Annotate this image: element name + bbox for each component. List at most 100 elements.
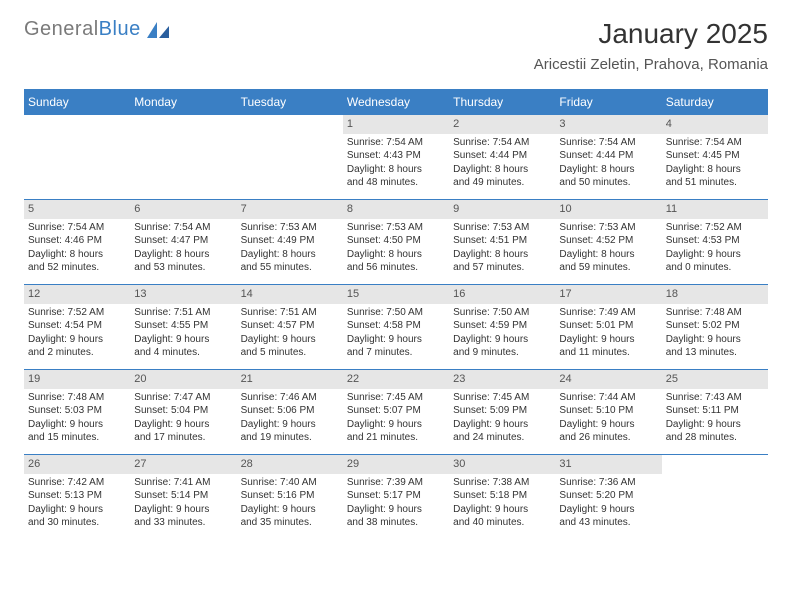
daylight-line-1: Daylight: 9 hours: [666, 248, 764, 262]
sunrise-line: Sunrise: 7:54 AM: [666, 136, 764, 150]
calendar-cell: 23Sunrise: 7:45 AMSunset: 5:09 PMDayligh…: [449, 370, 555, 454]
sunset-line: Sunset: 5:09 PM: [453, 404, 551, 418]
day-info: Sunrise: 7:48 AMSunset: 5:02 PMDaylight:…: [662, 306, 768, 364]
sunset-line: Sunset: 4:57 PM: [241, 319, 339, 333]
sunrise-line: Sunrise: 7:53 AM: [241, 221, 339, 235]
sunset-line: Sunset: 4:55 PM: [134, 319, 232, 333]
day-number: 9: [449, 200, 555, 219]
calendar-cell: 27Sunrise: 7:41 AMSunset: 5:14 PMDayligh…: [130, 455, 236, 539]
daylight-line-2: and 56 minutes.: [347, 261, 445, 275]
week-row: 19Sunrise: 7:48 AMSunset: 5:03 PMDayligh…: [24, 370, 768, 455]
daylight-line-1: Daylight: 8 hours: [347, 163, 445, 177]
daylight-line-2: and 52 minutes.: [28, 261, 126, 275]
daylight-line-2: and 0 minutes.: [666, 261, 764, 275]
sunrise-line: Sunrise: 7:38 AM: [453, 476, 551, 490]
calendar-cell: 26Sunrise: 7:42 AMSunset: 5:13 PMDayligh…: [24, 455, 130, 539]
daylight-line-1: Daylight: 9 hours: [453, 418, 551, 432]
daylight-line-1: Daylight: 9 hours: [559, 418, 657, 432]
daylight-line-2: and 43 minutes.: [559, 516, 657, 530]
sunrise-line: Sunrise: 7:54 AM: [453, 136, 551, 150]
sunset-line: Sunset: 4:46 PM: [28, 234, 126, 248]
logo: GeneralBlue: [24, 18, 169, 41]
daylight-line-2: and 7 minutes.: [347, 346, 445, 360]
day-info: Sunrise: 7:53 AMSunset: 4:50 PMDaylight:…: [343, 221, 449, 279]
day-info: Sunrise: 7:51 AMSunset: 4:57 PMDaylight:…: [237, 306, 343, 364]
logo-text-blue: Blue: [99, 18, 141, 40]
day-info: Sunrise: 7:47 AMSunset: 5:04 PMDaylight:…: [130, 391, 236, 449]
day-number: 15: [343, 285, 449, 304]
calendar-cell: 3Sunrise: 7:54 AMSunset: 4:44 PMDaylight…: [555, 115, 661, 199]
calendar-cell: 13Sunrise: 7:51 AMSunset: 4:55 PMDayligh…: [130, 285, 236, 369]
sunset-line: Sunset: 5:20 PM: [559, 489, 657, 503]
day-number: 25: [662, 370, 768, 389]
daylight-line-1: Daylight: 9 hours: [241, 418, 339, 432]
sunset-line: Sunset: 4:44 PM: [559, 149, 657, 163]
sunset-line: Sunset: 5:13 PM: [28, 489, 126, 503]
sunrise-line: Sunrise: 7:52 AM: [28, 306, 126, 320]
daylight-line-2: and 24 minutes.: [453, 431, 551, 445]
day-number: 8: [343, 200, 449, 219]
daylight-line-2: and 19 minutes.: [241, 431, 339, 445]
daylight-line-1: Daylight: 8 hours: [666, 163, 764, 177]
title-block: January 2025 Aricestii Zeletin, Prahova,…: [534, 18, 768, 73]
day-header-saturday: Saturday: [662, 89, 768, 115]
day-number: 6: [130, 200, 236, 219]
daylight-line-1: Daylight: 9 hours: [134, 503, 232, 517]
calendar-cell: 19Sunrise: 7:48 AMSunset: 5:03 PMDayligh…: [24, 370, 130, 454]
daylight-line-1: Daylight: 8 hours: [559, 163, 657, 177]
sunrise-line: Sunrise: 7:51 AM: [241, 306, 339, 320]
calendar-cell: [130, 115, 236, 199]
day-info: Sunrise: 7:50 AMSunset: 4:58 PMDaylight:…: [343, 306, 449, 364]
day-info: Sunrise: 7:53 AMSunset: 4:49 PMDaylight:…: [237, 221, 343, 279]
calendar-cell: [237, 115, 343, 199]
day-header-sunday: Sunday: [24, 89, 130, 115]
daylight-line-2: and 48 minutes.: [347, 176, 445, 190]
calendar-cell: 7Sunrise: 7:53 AMSunset: 4:49 PMDaylight…: [237, 200, 343, 284]
week-row: 26Sunrise: 7:42 AMSunset: 5:13 PMDayligh…: [24, 455, 768, 539]
sunset-line: Sunset: 4:43 PM: [347, 149, 445, 163]
sunset-line: Sunset: 5:04 PM: [134, 404, 232, 418]
daylight-line-2: and 55 minutes.: [241, 261, 339, 275]
daylight-line-2: and 4 minutes.: [134, 346, 232, 360]
day-info: Sunrise: 7:45 AMSunset: 5:07 PMDaylight:…: [343, 391, 449, 449]
day-number: 17: [555, 285, 661, 304]
day-info: Sunrise: 7:53 AMSunset: 4:52 PMDaylight:…: [555, 221, 661, 279]
sunset-line: Sunset: 5:07 PM: [347, 404, 445, 418]
sunset-line: Sunset: 5:16 PM: [241, 489, 339, 503]
sunset-line: Sunset: 5:03 PM: [28, 404, 126, 418]
daylight-line-2: and 38 minutes.: [347, 516, 445, 530]
calendar-cell: 31Sunrise: 7:36 AMSunset: 5:20 PMDayligh…: [555, 455, 661, 539]
daylight-line-1: Daylight: 8 hours: [28, 248, 126, 262]
calendar-cell: 4Sunrise: 7:54 AMSunset: 4:45 PMDaylight…: [662, 115, 768, 199]
daylight-line-2: and 53 minutes.: [134, 261, 232, 275]
sunset-line: Sunset: 5:11 PM: [666, 404, 764, 418]
sunrise-line: Sunrise: 7:46 AM: [241, 391, 339, 405]
day-number: 11: [662, 200, 768, 219]
day-info: Sunrise: 7:44 AMSunset: 5:10 PMDaylight:…: [555, 391, 661, 449]
calendar-cell: 22Sunrise: 7:45 AMSunset: 5:07 PMDayligh…: [343, 370, 449, 454]
sunrise-line: Sunrise: 7:54 AM: [28, 221, 126, 235]
day-number: 23: [449, 370, 555, 389]
sunrise-line: Sunrise: 7:39 AM: [347, 476, 445, 490]
day-number: 16: [449, 285, 555, 304]
calendar-cell: 20Sunrise: 7:47 AMSunset: 5:04 PMDayligh…: [130, 370, 236, 454]
calendar-cell: 10Sunrise: 7:53 AMSunset: 4:52 PMDayligh…: [555, 200, 661, 284]
daylight-line-1: Daylight: 9 hours: [666, 418, 764, 432]
sunrise-line: Sunrise: 7:40 AM: [241, 476, 339, 490]
day-number: 18: [662, 285, 768, 304]
sunset-line: Sunset: 4:59 PM: [453, 319, 551, 333]
sunset-line: Sunset: 5:14 PM: [134, 489, 232, 503]
day-info: Sunrise: 7:51 AMSunset: 4:55 PMDaylight:…: [130, 306, 236, 364]
sunset-line: Sunset: 4:52 PM: [559, 234, 657, 248]
day-number: 29: [343, 455, 449, 474]
daylight-line-2: and 35 minutes.: [241, 516, 339, 530]
daylight-line-1: Daylight: 9 hours: [347, 418, 445, 432]
calendar-cell: 1Sunrise: 7:54 AMSunset: 4:43 PMDaylight…: [343, 115, 449, 199]
day-info: Sunrise: 7:54 AMSunset: 4:45 PMDaylight:…: [662, 136, 768, 194]
daylight-line-2: and 26 minutes.: [559, 431, 657, 445]
daylight-line-1: Daylight: 9 hours: [453, 333, 551, 347]
daylight-line-2: and 33 minutes.: [134, 516, 232, 530]
daylight-line-1: Daylight: 9 hours: [241, 503, 339, 517]
day-info: Sunrise: 7:43 AMSunset: 5:11 PMDaylight:…: [662, 391, 768, 449]
day-header-monday: Monday: [130, 89, 236, 115]
